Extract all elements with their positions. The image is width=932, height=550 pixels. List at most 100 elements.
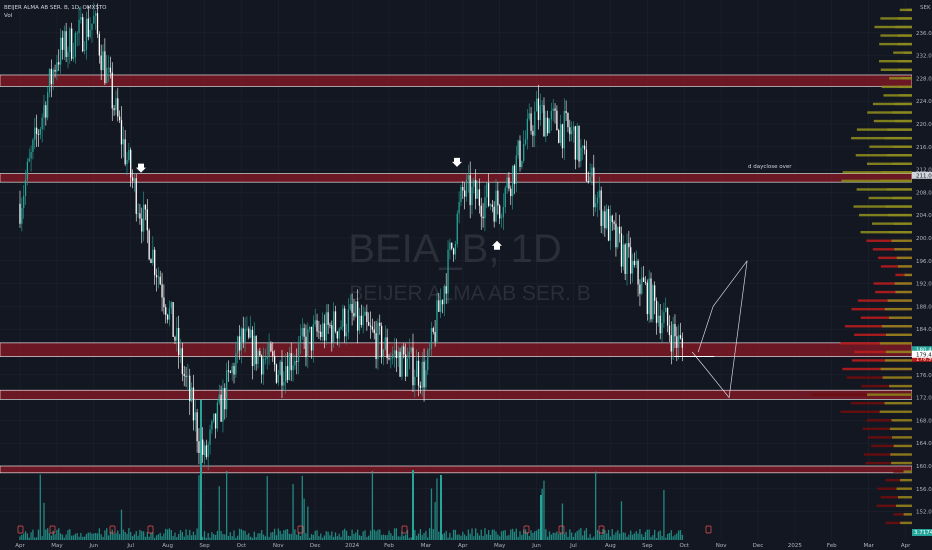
candle-body <box>663 312 665 323</box>
volume-bar <box>314 530 316 540</box>
volume-profile-bar <box>861 384 912 388</box>
candle-body <box>449 242 451 250</box>
candle-body <box>416 360 418 377</box>
candle-body <box>141 218 143 232</box>
volume-bar <box>91 533 93 540</box>
candle-body <box>628 243 630 248</box>
candle-body <box>587 181 589 183</box>
volume-profile-bar-inner <box>900 478 912 482</box>
candle-body <box>290 353 292 371</box>
volume-bar <box>414 529 416 540</box>
volume-profile-bar <box>858 213 912 217</box>
candle-body <box>462 187 464 191</box>
candle-body <box>393 350 396 355</box>
arrow-marker-down <box>136 163 146 173</box>
volume-bar <box>122 529 124 540</box>
candle-body <box>392 354 394 359</box>
volume-bars <box>19 400 684 540</box>
volume-profile-bar-inner <box>898 85 912 89</box>
volume-bar <box>345 530 348 540</box>
volume-bar <box>78 536 80 540</box>
volume-bar <box>202 536 204 540</box>
candle-body <box>299 335 302 344</box>
candle-body <box>493 206 495 222</box>
volume-profile-bar <box>851 359 912 362</box>
volume-bar <box>615 532 617 540</box>
volume-profile-bar-inner <box>897 42 912 46</box>
candle-body <box>556 110 558 131</box>
volume-bar <box>364 530 366 540</box>
volume-bar <box>508 534 510 540</box>
volume-bar <box>187 535 189 540</box>
symbol-header: BEIJER ALMA AB SER. B, 1D, OMXSTO <box>4 5 107 11</box>
volume-profile-bar-inner <box>897 265 912 268</box>
candle-body <box>65 31 67 57</box>
event-marker <box>147 525 154 534</box>
volume-profile-bar <box>877 487 912 490</box>
volume-bar <box>111 529 113 540</box>
price-tick-label: 224.0 <box>916 99 932 105</box>
candle-body <box>106 67 108 84</box>
candle-body <box>473 180 475 187</box>
candle-body <box>35 127 38 135</box>
candle-body <box>185 375 187 377</box>
volume-bar <box>296 534 298 540</box>
volume-bar <box>297 532 300 540</box>
zone-3 <box>0 389 913 400</box>
candle-body <box>558 130 560 143</box>
volume-bar <box>139 529 141 540</box>
volume-bar <box>104 530 106 540</box>
candle-body <box>463 190 466 197</box>
volume-bar <box>434 502 436 540</box>
candle-body <box>657 315 660 323</box>
candle-body <box>428 348 431 351</box>
volume-bar <box>192 531 195 540</box>
volume-profile-bar <box>893 513 912 516</box>
volume-bar <box>428 528 431 540</box>
volume-bar <box>467 529 469 540</box>
candle-body <box>654 285 656 301</box>
volume-bar <box>113 533 115 540</box>
zone-4 <box>0 465 913 474</box>
candle-body <box>384 337 386 350</box>
volume-bar <box>499 536 501 540</box>
volume-profile-bar-inner <box>867 393 912 396</box>
candle-body <box>406 358 409 377</box>
volume-bar <box>273 528 276 540</box>
volume-bar <box>534 531 536 540</box>
candle-body <box>281 361 283 386</box>
candle-body <box>248 328 250 338</box>
volume-bar <box>178 534 180 540</box>
candle-body <box>279 361 281 375</box>
volume-profile-bar-inner <box>887 128 912 131</box>
volume-bar <box>294 529 296 540</box>
volume-bar <box>552 532 554 540</box>
candle-body <box>646 282 648 315</box>
volume-bar <box>303 498 305 540</box>
candle-body <box>50 68 53 85</box>
volume-profile-bar-inner <box>882 376 912 379</box>
candle-body <box>286 366 289 381</box>
candle-body <box>325 312 327 341</box>
candle-body <box>631 260 634 274</box>
volume-bar <box>416 535 418 540</box>
candle-body <box>222 388 224 422</box>
candle-body <box>596 197 599 204</box>
volume-profile-bar-inner <box>903 51 912 54</box>
volume-profile-bar <box>854 333 912 336</box>
volume-bar <box>395 528 398 540</box>
volume-bar <box>362 531 364 540</box>
candle-body <box>240 328 243 351</box>
time-tick-label: Mar <box>864 543 875 549</box>
candle-body <box>94 13 97 16</box>
volume-bar <box>39 474 41 540</box>
volume-profile-bar <box>851 307 912 311</box>
volume-profile-bar <box>880 265 912 268</box>
candle-body <box>620 233 623 267</box>
volume-bar <box>21 534 23 540</box>
volume-bar <box>432 528 434 540</box>
candle-body <box>233 366 235 375</box>
candle-body <box>639 284 641 294</box>
time-tick-label: Oct <box>237 543 247 549</box>
candle-body <box>297 343 300 362</box>
